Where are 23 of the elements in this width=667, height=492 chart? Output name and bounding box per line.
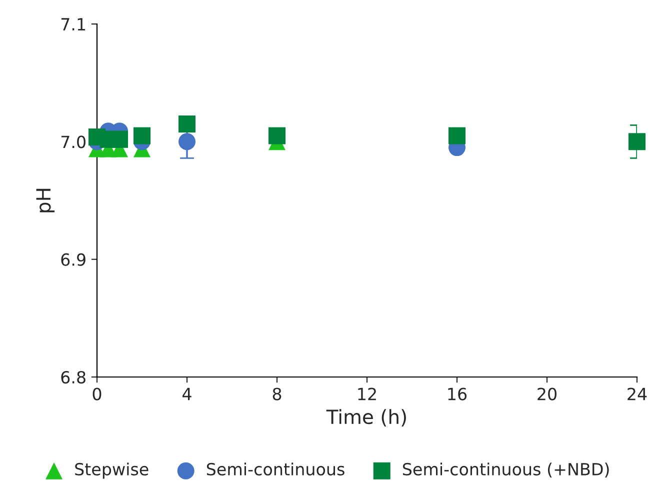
x-tick-label: 16: [448, 388, 467, 400]
x-tick-label: 8: [272, 388, 282, 400]
x-tick-label: 20: [538, 388, 556, 400]
y-axis-title: pH: [36, 188, 55, 212]
legend-label: Semi-continuous: [206, 462, 344, 476]
x-tick-label: 12: [358, 388, 376, 400]
legend-label: Semi-continuous (+NBD): [402, 462, 609, 478]
y-tick-label: 7.0: [61, 136, 86, 148]
point: [133, 127, 151, 144]
legend-label: Stepwise: [75, 462, 148, 479]
point: [178, 133, 196, 150]
point: [628, 133, 646, 150]
x-tick-label: 24: [628, 388, 647, 400]
y-tick-label: 6.8: [61, 370, 86, 384]
x-axis-title: Time (h): [326, 409, 406, 426]
x-tick-label: 0: [92, 388, 102, 400]
y-tick-label: 6.9: [61, 253, 86, 266]
y-tick-label: 7.1: [61, 18, 86, 30]
point: [448, 127, 466, 144]
x-tick-label: 4: [182, 388, 192, 400]
point: [268, 127, 286, 144]
point: [178, 116, 196, 133]
point: [110, 130, 128, 148]
